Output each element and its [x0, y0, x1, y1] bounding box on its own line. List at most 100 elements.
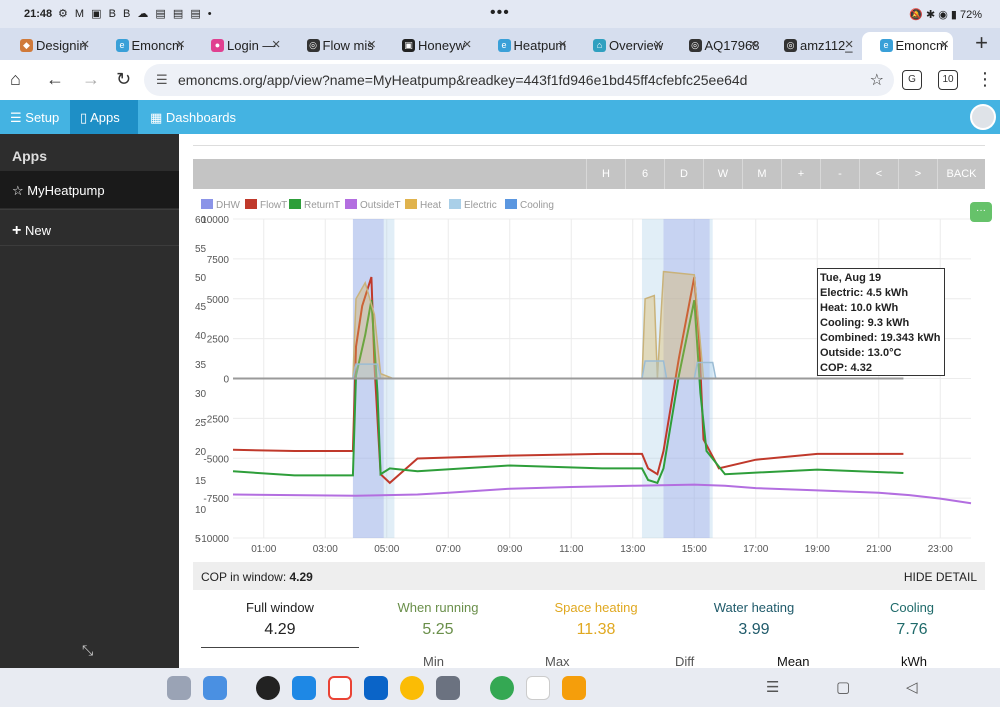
- url-text[interactable]: emoncms.org/app/view?name=MyHeatpump&rea…: [178, 72, 748, 88]
- gallery-icon[interactable]: [292, 676, 316, 700]
- y-left-tick-label: 50: [195, 273, 207, 284]
- time-button[interactable]: H: [586, 159, 625, 189]
- browser-toolbar: ⌂ ← → ↻ ☰ emoncms.org/app/view?name=MyHe…: [0, 60, 1000, 100]
- bookmark-star-icon[interactable]: ☆: [869, 72, 884, 89]
- series-line-returnt: [232, 299, 904, 485]
- hide-detail-button[interactable]: HIDE DETAIL: [903, 570, 977, 584]
- time-button[interactable]: +: [781, 159, 820, 189]
- forward-icon[interactable]: →: [82, 69, 100, 89]
- browser-tab[interactable]: ▣ Honeyw ×: [384, 32, 476, 60]
- site-settings-icon[interactable]: ☰: [156, 72, 168, 87]
- close-tab-icon[interactable]: ×: [653, 36, 663, 53]
- tooltip-cooling: Cooling: 9.3 kWh: [820, 317, 910, 329]
- browser-tab[interactable]: e Emoncm ×: [98, 32, 190, 60]
- close-tab-icon[interactable]: ×: [558, 36, 567, 53]
- avatar[interactable]: [970, 104, 996, 130]
- heatpump-chart[interactable]: 60 55 50 45 40 35 30 25 20 15 10 5 10000 7500 5000 2500…: [193, 194, 985, 560]
- gmail-icon[interactable]: [328, 676, 352, 700]
- tab-label: Emoncm: [131, 38, 183, 53]
- status-bar: 21:48 ⚙ M ▣ B B ☁ ▤ ▤ ▤ • ••• 🔕 ✱ ◉ ▮ 72…: [0, 0, 1000, 28]
- time-button[interactable]: BACK: [937, 159, 985, 189]
- settings-icon[interactable]: [436, 676, 460, 700]
- time-button[interactable]: M: [742, 159, 781, 189]
- sidebar-item-new[interactable]: + New: [0, 209, 179, 246]
- top-panel: [193, 134, 985, 146]
- stat-card: Space heating 11.38: [517, 600, 675, 639]
- time-button[interactable]: 6: [625, 159, 664, 189]
- x-tick-label: 05:00: [374, 544, 399, 555]
- new-tab-button[interactable]: +: [975, 30, 988, 55]
- outlook-icon[interactable]: [364, 676, 388, 700]
- browser-tab[interactable]: ● Login — ×: [193, 32, 285, 60]
- browser-tab[interactable]: ◎ amz112_ ×: [766, 32, 858, 60]
- time-button[interactable]: W: [703, 159, 742, 189]
- chrome-icon[interactable]: [400, 676, 424, 700]
- amazon-icon[interactable]: [562, 676, 586, 700]
- close-tab-icon[interactable]: ×: [367, 36, 376, 53]
- x-tick-label: 07:00: [436, 544, 461, 555]
- tab-favicon-icon: ⌂: [593, 39, 606, 52]
- browser-tab[interactable]: ◎ AQ17968 ×: [671, 32, 763, 60]
- stat-title: Water heating: [713, 600, 795, 615]
- files-icon[interactable]: [203, 676, 227, 700]
- chat-icon[interactable]: ···: [970, 202, 992, 222]
- sidebar-item-myheatpump[interactable]: ☆ MyHeatpump: [0, 171, 179, 208]
- apps-menu[interactable]: ▯ Apps: [70, 100, 138, 134]
- stat-value: 5.25: [422, 621, 454, 638]
- reload-icon[interactable]: ↻: [116, 69, 132, 89]
- browser-tab[interactable]: e Heatpum ×: [480, 32, 572, 60]
- ebay-icon[interactable]: [526, 676, 550, 700]
- y-right-tick-label: -2500: [203, 414, 229, 425]
- app-drawer-icon[interactable]: [167, 676, 191, 700]
- x-tick-label: 13:00: [620, 544, 645, 555]
- browser-tab[interactable]: ⌂ Overview ×: [575, 32, 667, 60]
- collapse-sidebar-icon[interactable]: ⤡: [82, 642, 94, 658]
- time-button[interactable]: -: [820, 159, 859, 189]
- browser-tab[interactable]: ◎ Flow mis ×: [289, 32, 381, 60]
- time-button[interactable]: >: [898, 159, 937, 189]
- status-time: 21:48: [24, 8, 53, 20]
- tab-favicon-icon: e: [115, 39, 129, 52]
- close-tab-icon[interactable]: ×: [749, 36, 758, 53]
- menu-icon[interactable]: ⋮: [976, 69, 994, 89]
- browser-tab[interactable]: e Emoncm ×: [861, 32, 953, 60]
- system-status-icons: 🔕 ✱ ◉ ▮ 72%: [909, 9, 982, 21]
- time-button[interactable]: <: [859, 159, 898, 189]
- extension-icon[interactable]: 10: [938, 70, 958, 90]
- camera-icon[interactable]: [256, 676, 280, 700]
- time-button[interactable]: D: [664, 159, 703, 189]
- tab-favicon-icon: e: [879, 39, 893, 52]
- cop-label: COP in window: 4.29: [201, 570, 313, 584]
- stat-title: Full window: [246, 600, 314, 615]
- x-tick-label: 17:00: [743, 544, 768, 555]
- close-tab-icon[interactable]: ×: [844, 36, 854, 53]
- y-left-tick-label: 15: [195, 476, 207, 487]
- stat-title: Space heating: [554, 600, 638, 615]
- close-tab-icon[interactable]: ×: [462, 36, 472, 53]
- back-icon[interactable]: ←: [46, 69, 64, 89]
- stat-value: 7.76: [896, 621, 928, 638]
- close-tab-icon[interactable]: ×: [940, 36, 949, 53]
- close-tab-icon[interactable]: ×: [271, 36, 281, 53]
- home-nav-icon[interactable]: ▢: [836, 679, 851, 696]
- legend-label-returnt: ReturnT: [304, 200, 340, 211]
- tab-label: Login —: [227, 38, 276, 53]
- plus-icon: +: [12, 222, 22, 239]
- recents-icon[interactable]: ☰: [766, 679, 780, 696]
- close-tab-icon[interactable]: ×: [176, 36, 185, 53]
- address-bar[interactable]: ☰ emoncms.org/app/view?name=MyHeatpump&r…: [144, 64, 894, 96]
- x-tick-label: 03:00: [313, 544, 338, 555]
- photos-icon[interactable]: [490, 676, 514, 700]
- stat-value: 4.29: [264, 621, 296, 638]
- translate-icon[interactable]: G: [902, 70, 922, 90]
- browser-tab[interactable]: ◆ Designin ×: [2, 32, 94, 60]
- close-tab-icon[interactable]: ×: [80, 36, 90, 53]
- cop-value: 4.29: [289, 570, 313, 584]
- window-handle-icon[interactable]: •••: [490, 4, 510, 21]
- home-icon[interactable]: ⌂: [10, 69, 21, 89]
- dashboards-menu[interactable]: ▦ Dashboards: [140, 100, 246, 134]
- stat-card[interactable]: Full window 4.29: [201, 600, 359, 648]
- back-nav-icon[interactable]: ◁: [906, 679, 918, 696]
- setup-menu[interactable]: ☰ Setup: [0, 100, 69, 134]
- stat-card: Cooling 7.76: [833, 600, 991, 639]
